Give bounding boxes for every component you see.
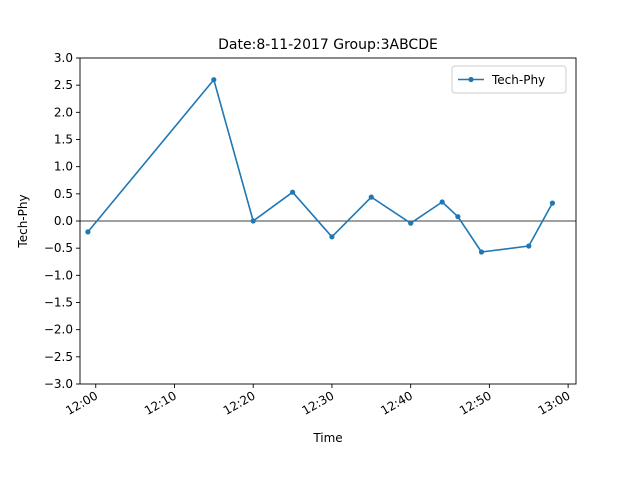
data-point — [250, 218, 256, 224]
data-point — [211, 77, 217, 83]
y-tick-label: −2.0 — [44, 323, 73, 337]
chart-title: Date:8-11-2017 Group:3ABCDE — [218, 37, 438, 53]
y-tick-label: 2.5 — [54, 78, 73, 92]
data-point — [329, 234, 335, 240]
series-line — [87, 78, 554, 253]
y-axis-label: Tech-Phy — [16, 194, 30, 248]
data-point — [478, 249, 485, 255]
legend-label: Tech-Phy — [491, 73, 545, 87]
y-tick-label: −1.5 — [44, 296, 73, 310]
data-point — [455, 214, 461, 220]
y-tick-label: 2.0 — [54, 105, 73, 119]
data-point — [290, 189, 296, 195]
data-point — [368, 194, 374, 200]
y-tick-label: −1.0 — [44, 268, 73, 282]
y-tick-label: 3.0 — [54, 51, 73, 65]
y-tick-label: 1.0 — [54, 160, 73, 174]
data-point — [85, 229, 91, 235]
y-tick-label: 1.5 — [54, 133, 73, 147]
y-tick-label: 0.0 — [54, 214, 73, 228]
data-point — [549, 200, 556, 206]
x-axis-label: Time — [312, 431, 342, 445]
legend-box — [451, 65, 567, 94]
legend: Tech-Phy — [451, 65, 567, 94]
y-tick-label: −3.0 — [44, 377, 73, 391]
y-tick-label: −0.5 — [44, 241, 73, 255]
data-point — [526, 243, 532, 249]
data-point — [439, 199, 445, 205]
data-point — [408, 220, 414, 226]
y-tick-label: 0.5 — [54, 187, 73, 201]
y-tick-label: −2.5 — [44, 350, 73, 364]
legend-marker — [468, 76, 474, 83]
